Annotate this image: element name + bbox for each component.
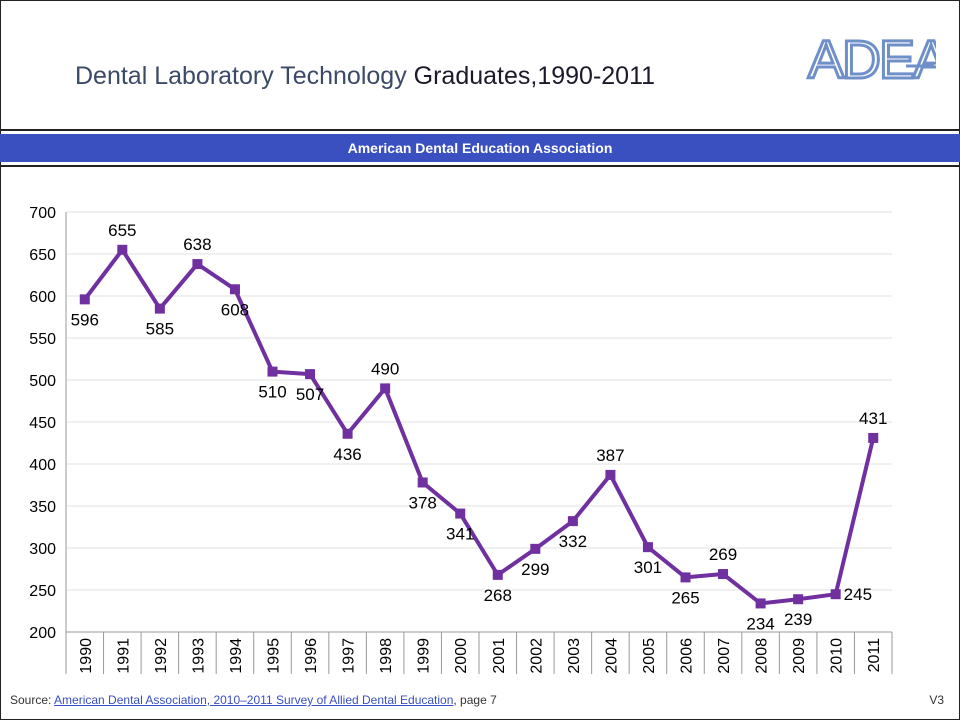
x-tick-label: 2004 xyxy=(603,638,620,674)
source-link[interactable]: American Dental Association, 2010–2011 S… xyxy=(54,693,454,707)
data-label: 332 xyxy=(559,532,587,551)
x-tick-label: 2009 xyxy=(791,638,808,674)
series-line xyxy=(83,247,876,606)
slide-header: Dental Laboratory Technology Graduates,1… xyxy=(0,0,960,130)
y-tick-label: 300 xyxy=(29,541,56,558)
data-label: 596 xyxy=(71,310,99,329)
x-tick-label: 1995 xyxy=(266,638,283,674)
x-tick-label: 2010 xyxy=(829,638,846,674)
x-tick-label: 1991 xyxy=(115,638,132,674)
data-point xyxy=(868,432,879,443)
data-label: 431 xyxy=(859,409,887,428)
data-label: 268 xyxy=(484,586,512,605)
data-point xyxy=(755,598,766,609)
data-point xyxy=(342,428,353,439)
adea-logo-text: ADEA xyxy=(808,30,936,86)
data-point xyxy=(192,259,203,270)
x-tick-label: 2000 xyxy=(453,638,470,674)
data-point xyxy=(530,543,541,554)
header-divider-bottom xyxy=(0,165,960,167)
y-tick-label: 200 xyxy=(29,625,56,642)
data-label: 301 xyxy=(634,558,662,577)
data-label: 269 xyxy=(709,545,737,564)
header-divider-top xyxy=(0,129,960,131)
data-label: 245 xyxy=(844,585,872,604)
data-label: 265 xyxy=(671,588,699,607)
y-tick-label: 400 xyxy=(29,457,56,474)
data-point xyxy=(793,594,804,605)
data-label: 585 xyxy=(146,320,174,339)
data-label: 638 xyxy=(183,235,211,254)
x-tick-label: 1997 xyxy=(341,638,358,674)
x-tick-label: 1999 xyxy=(416,638,433,674)
data-point xyxy=(605,469,616,480)
version-label: V3 xyxy=(929,693,944,707)
data-label: 608 xyxy=(221,300,249,319)
y-tick-label: 600 xyxy=(29,289,56,306)
data-label: 239 xyxy=(784,610,812,629)
data-label: 655 xyxy=(108,221,136,240)
data-point xyxy=(455,508,466,519)
y-tick-label: 500 xyxy=(29,373,56,390)
data-label: 387 xyxy=(596,446,624,465)
adea-logo: ADEA xyxy=(807,30,937,86)
x-tick-label: 1993 xyxy=(190,638,207,674)
x-tick-label: 2008 xyxy=(754,638,771,674)
data-label: 436 xyxy=(333,445,361,464)
slide-title: Dental Laboratory Technology Graduates,1… xyxy=(75,62,655,91)
data-point xyxy=(642,542,653,553)
y-tick-label: 250 xyxy=(29,583,56,600)
graduates-line-chart: 200 250 300 350 400 450 500 550 600 650 700 1990 199… xyxy=(29,205,893,674)
x-tick-label: 2011 xyxy=(866,638,883,673)
data-point xyxy=(229,284,240,295)
data-point xyxy=(267,366,278,377)
data-label: 299 xyxy=(521,560,549,579)
x-tick-label: 2003 xyxy=(566,638,583,674)
data-point xyxy=(718,569,729,580)
y-tick-label: 650 xyxy=(29,247,56,264)
data-label: 378 xyxy=(408,493,436,512)
data-point xyxy=(830,589,841,600)
y-tick-label: 450 xyxy=(29,415,56,432)
data-point xyxy=(380,383,391,394)
x-tick-label: 1998 xyxy=(378,638,395,674)
data-label: 490 xyxy=(371,359,399,378)
x-tick-label: 2001 xyxy=(491,638,508,674)
x-tick-label: 1992 xyxy=(153,638,170,674)
x-tick-label: 1990 xyxy=(78,638,95,674)
association-banner: American Dental Education Association xyxy=(0,134,960,162)
data-label: 341 xyxy=(446,525,474,544)
data-point xyxy=(567,516,578,527)
x-tick-label: 2005 xyxy=(641,638,658,674)
data-point xyxy=(492,569,503,580)
banner-text: American Dental Education Association xyxy=(347,140,613,156)
x-tick-label: 2007 xyxy=(716,638,733,674)
title-part-2: Graduates,1990-2011 xyxy=(406,62,656,90)
data-point xyxy=(117,244,128,255)
source-footer: Source: American Dental Association, 201… xyxy=(10,693,497,707)
data-point xyxy=(154,303,165,314)
data-label: 234 xyxy=(746,614,774,633)
y-tick-label: 550 xyxy=(29,331,56,348)
x-tick-label: 2002 xyxy=(528,638,545,674)
x-tick-label: 1996 xyxy=(303,638,320,674)
source-suffix: , page 7 xyxy=(453,693,497,707)
data-label: 510 xyxy=(258,383,286,402)
x-tick-label: 1994 xyxy=(228,638,245,674)
data-point xyxy=(680,572,691,583)
y-tick-label: 350 xyxy=(29,499,56,516)
data-point xyxy=(417,477,428,488)
source-prefix: Source: xyxy=(10,693,55,707)
data-label: 507 xyxy=(296,385,324,404)
x-tick-label: 2006 xyxy=(679,638,696,674)
data-point xyxy=(305,369,316,380)
title-part-1: Dental Laboratory Technology xyxy=(75,62,407,90)
data-point xyxy=(79,294,90,305)
y-tick-label: 700 xyxy=(29,205,56,222)
